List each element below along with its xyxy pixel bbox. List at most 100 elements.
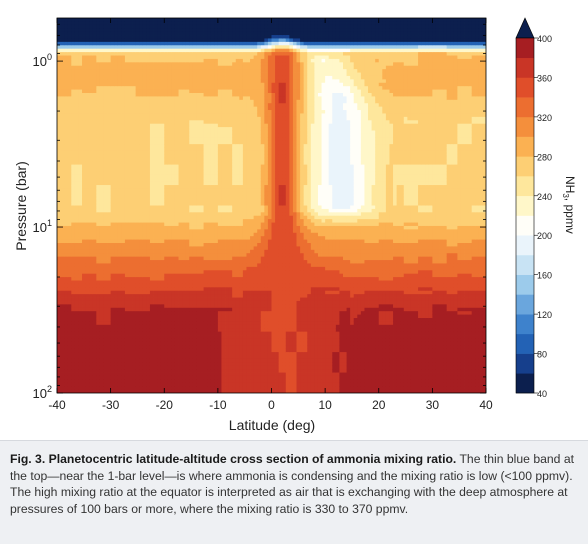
heatmap-cell: [175, 379, 179, 383]
heatmap-cell: [61, 383, 65, 387]
heatmap-cell: [107, 260, 111, 264]
heatmap-cell: [57, 233, 61, 237]
heatmap-cell: [164, 209, 168, 213]
heatmap-cell: [218, 137, 222, 141]
heatmap-cell: [100, 76, 104, 80]
heatmap-cell: [78, 243, 82, 247]
heatmap-cell: [196, 342, 200, 346]
heatmap-cell: [154, 127, 158, 131]
heatmap-cell: [103, 321, 107, 325]
heatmap-cell: [78, 199, 82, 203]
heatmap-cell: [189, 107, 193, 111]
heatmap-cell: [75, 96, 79, 100]
heatmap-cell: [103, 168, 107, 172]
heatmap-cell: [189, 96, 193, 100]
heatmap-cell: [89, 345, 93, 349]
heatmap-cell: [189, 212, 193, 216]
heatmap-cell: [111, 100, 115, 104]
heatmap-cell: [121, 107, 125, 111]
heatmap-cell: [100, 223, 104, 227]
heatmap-cell: [96, 223, 100, 227]
heatmap-cell: [71, 209, 75, 213]
heatmap-cell: [89, 131, 93, 135]
heatmap-cell: [154, 257, 158, 261]
heatmap-cell: [157, 345, 161, 349]
heatmap-cell: [114, 325, 118, 329]
heatmap-cell: [118, 79, 122, 83]
heatmap-cell: [150, 103, 154, 107]
heatmap-cell: [68, 134, 72, 138]
heatmap-cell: [132, 376, 136, 380]
heatmap-cell: [175, 267, 179, 271]
heatmap-cell: [86, 226, 90, 230]
heatmap-cell: [107, 107, 111, 111]
heatmap-cell: [139, 373, 143, 377]
heatmap-cell: [150, 362, 154, 366]
heatmap-cell: [193, 56, 197, 60]
heatmap-cell: [204, 18, 208, 22]
heatmap-cell: [71, 175, 75, 179]
heatmap-cell: [189, 161, 193, 165]
heatmap-cell: [118, 287, 122, 291]
heatmap-cell: [111, 260, 115, 264]
heatmap-cell: [96, 56, 100, 60]
heatmap-cell: [189, 120, 193, 124]
heatmap-cell: [146, 195, 150, 199]
heatmap-cell: [118, 315, 122, 319]
heatmap-cell: [75, 274, 79, 278]
heatmap-cell: [182, 103, 186, 107]
heatmap-cell: [211, 212, 215, 216]
heatmap-cell: [146, 83, 150, 87]
heatmap-cell: [71, 161, 75, 165]
heatmap-cell: [175, 373, 179, 377]
heatmap-cell: [200, 233, 204, 237]
heatmap-cell: [164, 338, 168, 342]
heatmap-cell: [111, 56, 115, 60]
heatmap-cell: [143, 386, 147, 390]
heatmap-cell: [96, 356, 100, 360]
heatmap-cell: [103, 243, 107, 247]
heatmap-cell: [93, 308, 97, 312]
heatmap-cell: [196, 199, 200, 203]
heatmap-cell: [103, 158, 107, 162]
heatmap-cell: [214, 267, 218, 271]
heatmap-cell: [196, 362, 200, 366]
heatmap-cell: [136, 270, 140, 274]
heatmap-cell: [107, 76, 111, 80]
heatmap-cell: [204, 66, 208, 70]
heatmap-cell: [211, 321, 215, 325]
heatmap-cell: [86, 212, 90, 216]
heatmap-cell: [103, 137, 107, 141]
heatmap-cell: [93, 267, 97, 271]
heatmap-cell: [103, 369, 107, 373]
heatmap-cell: [154, 137, 158, 141]
heatmap-cell: [175, 161, 179, 165]
heatmap-cell: [57, 226, 61, 230]
heatmap-cell: [100, 151, 104, 155]
heatmap-cell: [193, 21, 197, 25]
heatmap-cell: [164, 243, 168, 247]
heatmap-cell: [179, 226, 183, 230]
heatmap-cell: [139, 236, 143, 240]
heatmap-cell: [211, 318, 215, 322]
heatmap-cell: [75, 148, 79, 152]
heatmap-cell: [161, 236, 165, 240]
heatmap-cell: [93, 195, 97, 199]
heatmap-cell: [57, 270, 61, 274]
heatmap-cell: [96, 25, 100, 29]
heatmap-cell: [204, 148, 208, 152]
heatmap-cell: [64, 281, 68, 285]
heatmap-cell: [103, 236, 107, 240]
heatmap-cell: [175, 318, 179, 322]
heatmap-cell: [204, 90, 208, 94]
heatmap-cell: [214, 274, 218, 278]
heatmap-cell: [218, 79, 222, 83]
heatmap-cell: [114, 185, 118, 189]
heatmap-cell: [129, 117, 133, 121]
heatmap-cell: [161, 192, 165, 196]
heatmap-cell: [211, 154, 215, 158]
heatmap-cell: [96, 158, 100, 162]
heatmap-cell: [168, 21, 172, 25]
heatmap-cell: [214, 28, 218, 32]
heatmap-cell: [139, 294, 143, 298]
